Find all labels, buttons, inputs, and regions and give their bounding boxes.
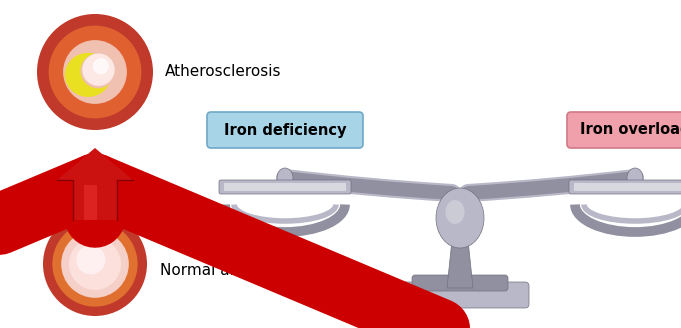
- Ellipse shape: [627, 168, 643, 188]
- Ellipse shape: [277, 168, 293, 188]
- FancyBboxPatch shape: [391, 282, 529, 308]
- Text: Iron overload: Iron overload: [580, 122, 681, 137]
- Ellipse shape: [65, 53, 111, 97]
- FancyBboxPatch shape: [567, 112, 681, 148]
- Ellipse shape: [445, 200, 464, 224]
- Ellipse shape: [43, 212, 147, 316]
- Text: Iron deficiency: Iron deficiency: [224, 122, 346, 137]
- FancyBboxPatch shape: [207, 112, 363, 148]
- FancyBboxPatch shape: [569, 180, 681, 194]
- FancyBboxPatch shape: [219, 180, 351, 194]
- Ellipse shape: [69, 238, 121, 290]
- Text: Atherosclerosis: Atherosclerosis: [165, 65, 281, 79]
- FancyBboxPatch shape: [412, 275, 508, 291]
- Ellipse shape: [93, 58, 109, 74]
- Ellipse shape: [80, 53, 115, 88]
- Ellipse shape: [48, 26, 142, 118]
- FancyBboxPatch shape: [224, 183, 346, 191]
- Ellipse shape: [436, 188, 484, 248]
- Polygon shape: [57, 148, 133, 220]
- Polygon shape: [447, 240, 473, 288]
- Ellipse shape: [37, 14, 153, 130]
- Ellipse shape: [61, 230, 129, 298]
- Ellipse shape: [76, 245, 106, 275]
- Ellipse shape: [63, 40, 127, 104]
- Text: Normal artery: Normal artery: [160, 262, 267, 277]
- Polygon shape: [84, 185, 97, 220]
- FancyBboxPatch shape: [574, 183, 681, 191]
- Ellipse shape: [52, 221, 138, 307]
- Ellipse shape: [82, 53, 114, 86]
